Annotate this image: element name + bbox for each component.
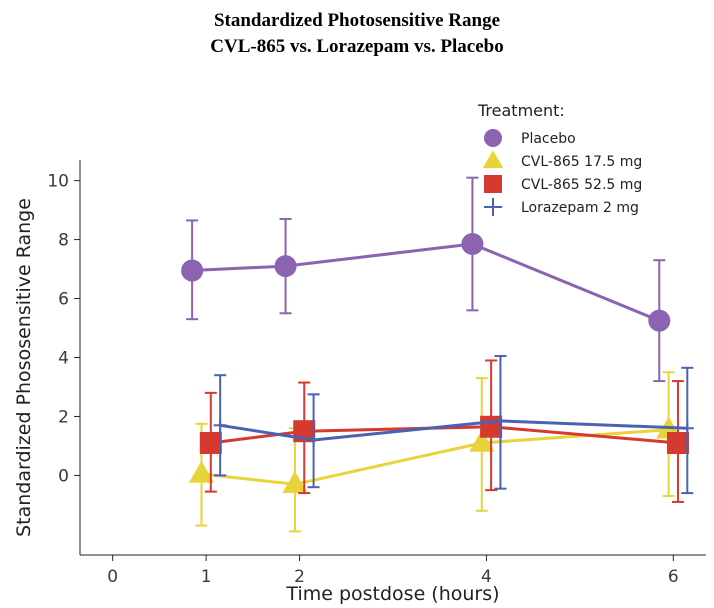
data-point (199, 431, 222, 454)
legend-label: Lorazepam 2 mg (521, 200, 639, 216)
x-tick-label: 6 (668, 567, 679, 587)
y-tick-label: 0 (58, 466, 69, 486)
legend-label: Placebo (521, 131, 576, 147)
legend-label: CVL-865 52.5 mg (521, 177, 642, 193)
data-point (213, 418, 227, 432)
legend-key (482, 150, 504, 169)
series-line (192, 242, 660, 323)
legend-label: CVL-865 17.5 mg (521, 154, 642, 170)
legend-item: Lorazepam 2 mg (483, 197, 639, 217)
legend-item: Placebo (484, 129, 576, 147)
x-tick-label: 2 (294, 567, 305, 587)
data-point (188, 460, 215, 483)
data-point (680, 421, 694, 435)
y-tick-label: 4 (58, 349, 69, 369)
y-axis-label: Standardized Phososensitive Range (13, 198, 35, 537)
series-cvl-865-52-5-mg (199, 359, 689, 503)
y-tick-label: 10 (47, 172, 69, 192)
series-cvl-865-17-5-mg (188, 371, 682, 533)
chart-title-block: Standardized Photosensitive Range CVL-86… (0, 8, 714, 60)
legend-key (483, 197, 503, 217)
legend-item: CVL-865 52.5 mg (484, 175, 642, 193)
data-point (461, 233, 484, 256)
data-point (274, 255, 297, 278)
data-point (648, 309, 671, 332)
series-lorazepam-2-mg (213, 355, 694, 495)
y-tick-label: 6 (58, 290, 69, 310)
axes: 0 2 4 6 8 10 0 1 2 4 6 (47, 160, 706, 587)
data-point (480, 415, 503, 438)
chart-title: Standardized Photosensitive Range (213, 10, 501, 31)
data-point (493, 414, 507, 428)
legend-key (484, 175, 502, 193)
data-point (181, 259, 204, 282)
x-tick-label: 1 (201, 567, 212, 587)
legend-title: Treatment: (477, 101, 565, 120)
data-point (307, 433, 321, 447)
legend: Treatment: Placebo CVL-865 17.5 mg CVL-865 … (477, 101, 642, 217)
series-line (210, 425, 679, 445)
x-tick-label: 0 (107, 567, 118, 587)
data-point (282, 471, 308, 494)
x-axis-label: Time postdose (hours) (285, 583, 499, 605)
series-line (219, 419, 688, 442)
y-tick-label: 8 (58, 231, 69, 251)
legend-item: CVL-865 17.5 mg (482, 150, 642, 170)
data-point (469, 430, 495, 452)
legend-key (484, 129, 502, 147)
series-placebo (181, 176, 671, 383)
data-point (666, 431, 689, 454)
chart-subtitle: CVL-865 vs. Lorazepam vs. Placebo (210, 36, 504, 57)
plot-area (181, 176, 694, 533)
x-tick-label: 4 (481, 567, 492, 587)
y-tick-label: 2 (58, 407, 69, 427)
series-line (201, 428, 669, 486)
